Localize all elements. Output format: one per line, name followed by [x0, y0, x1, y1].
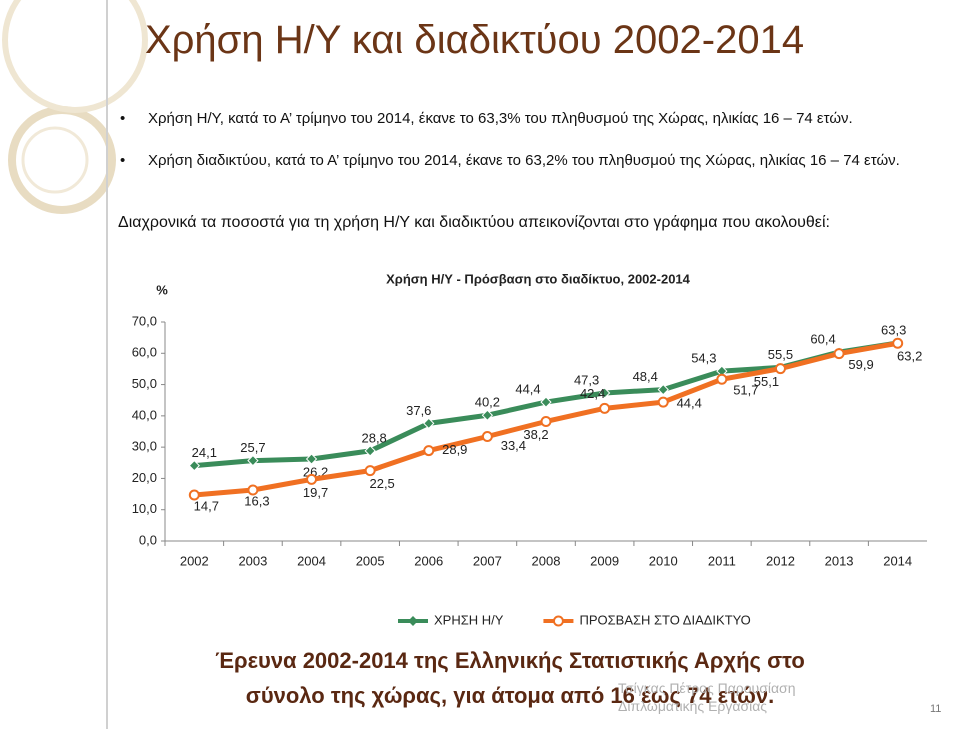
x-tick-label: 2012	[766, 553, 795, 568]
x-tick-label: 2014	[883, 553, 912, 568]
y-tick-label: 70,0	[132, 313, 157, 328]
data-label: 14,7	[194, 498, 219, 513]
data-label: 24,1	[192, 445, 217, 460]
data-label: 19,7	[303, 485, 328, 500]
y-tick-label: 10,0	[132, 501, 157, 516]
marker	[716, 373, 728, 385]
marker	[423, 445, 435, 457]
marker	[716, 365, 728, 377]
bullet-text: Χρήση Η/Υ, κατά το Α’ τρίμηνο του 2014, …	[148, 110, 853, 127]
data-label: 42,4	[580, 386, 605, 401]
paragraph: Διαχρονικά τα ποσοστά για τη χρήση Η/Υ κ…	[118, 214, 830, 231]
x-tick-label: 2009	[590, 553, 619, 568]
data-label: 54,3	[691, 351, 716, 366]
data-label: 47,3	[574, 372, 599, 387]
marker	[657, 396, 669, 408]
marker	[774, 363, 786, 375]
marker	[364, 465, 376, 477]
page-number: 11	[930, 703, 942, 715]
bullet-text: Χρήση διαδικτύου, κατά το Α’ τρίμηνο του…	[148, 152, 900, 169]
data-label: 55,1	[754, 374, 779, 389]
y-tick-label: 30,0	[132, 439, 157, 454]
x-tick-label: 2002	[180, 553, 209, 568]
caption: σύνολο της χώρας, για άτομα από 16 έως 7…	[245, 683, 775, 708]
data-label: 63,3	[881, 322, 906, 337]
caption: Έρευνα 2002-2014 της Ελληνικής Στατιστικ…	[215, 648, 805, 673]
data-label: 59,9	[848, 357, 873, 372]
data-label: 51,7	[733, 383, 758, 398]
data-label: 40,2	[475, 395, 500, 410]
y-tick-label: 0,0	[139, 532, 157, 547]
footer: Διπλωματικής Εργασίας	[618, 698, 768, 714]
marker	[598, 387, 611, 399]
marker	[423, 417, 435, 430]
data-label: 37,6	[406, 403, 431, 418]
marker	[305, 453, 318, 465]
x-tick-label: 2003	[238, 553, 267, 568]
x-tick-label: 2006	[414, 553, 443, 568]
chart-title: Χρήση Η/Υ - Πρόσβαση στο διαδίκτυο, 2002…	[386, 271, 691, 286]
x-tick-label: 2013	[825, 553, 854, 568]
marker	[188, 459, 200, 472]
data-label: 55,5	[768, 347, 793, 362]
data-label: 22,5	[369, 476, 394, 491]
marker	[657, 383, 669, 396]
x-tick-label: 2005	[356, 553, 385, 568]
y-tick-label: 20,0	[132, 470, 157, 485]
data-label: 38,2	[523, 427, 548, 442]
x-tick-label: 2011	[708, 553, 736, 568]
marker	[892, 337, 904, 349]
data-label: 28,9	[442, 442, 467, 457]
data-label: 44,4	[677, 396, 702, 411]
y-tick-label: 50,0	[132, 376, 157, 391]
marker	[540, 396, 552, 408]
marker	[364, 445, 376, 457]
data-label: 33,4	[501, 438, 526, 453]
marker	[247, 454, 259, 467]
data-label: 28,8	[361, 430, 386, 445]
marker	[247, 484, 259, 496]
data-label: 48,4	[633, 369, 658, 384]
marker	[306, 473, 318, 485]
marker	[481, 409, 494, 421]
legend-marker	[552, 615, 564, 627]
data-label: 25,7	[240, 440, 265, 455]
data-label: 63,2	[897, 349, 922, 364]
y-axis-label: %	[156, 282, 168, 297]
legend-marker	[408, 616, 418, 626]
y-tick-label: 60,0	[132, 345, 157, 360]
x-tick-label: 2008	[532, 553, 561, 568]
footer: Τσίγκας Πέτρος Παρουσίαση	[618, 680, 796, 696]
marker	[540, 415, 552, 427]
bullet: • Χρήση διαδικτύου, κατά το Α’ τρίμηνο το…	[120, 152, 900, 169]
bullet: • Χρήση Η/Υ, κατά το Α’ τρίμηνο του 2014,…	[120, 110, 853, 127]
x-tick-label: 2007	[473, 553, 502, 568]
marker	[833, 348, 845, 360]
data-label: 60,4	[810, 331, 835, 346]
marker	[481, 431, 493, 443]
data-label: 44,4	[515, 382, 540, 397]
data-label: 16,3	[244, 493, 269, 508]
legend-label: ΠΡΟΣΒΑΣΗ ΣΤΟ ΔΙΑΔΙΚΤΥΟ	[579, 612, 750, 627]
x-tick-label: 2004	[297, 553, 326, 568]
x-tick-label: 2010	[649, 553, 678, 568]
marker	[599, 402, 611, 414]
slide-title: Χρήση Η/Υ και διαδικτύου 2002-2014	[145, 18, 805, 62]
legend-label: ΧΡΗΣΗ Η/Υ	[434, 612, 504, 627]
y-tick-label: 40,0	[132, 407, 157, 422]
marker	[188, 489, 200, 501]
